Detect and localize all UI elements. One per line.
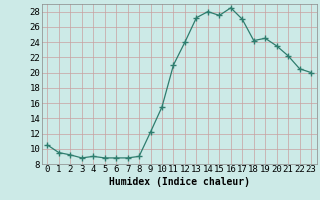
X-axis label: Humidex (Indice chaleur): Humidex (Indice chaleur) xyxy=(109,177,250,187)
